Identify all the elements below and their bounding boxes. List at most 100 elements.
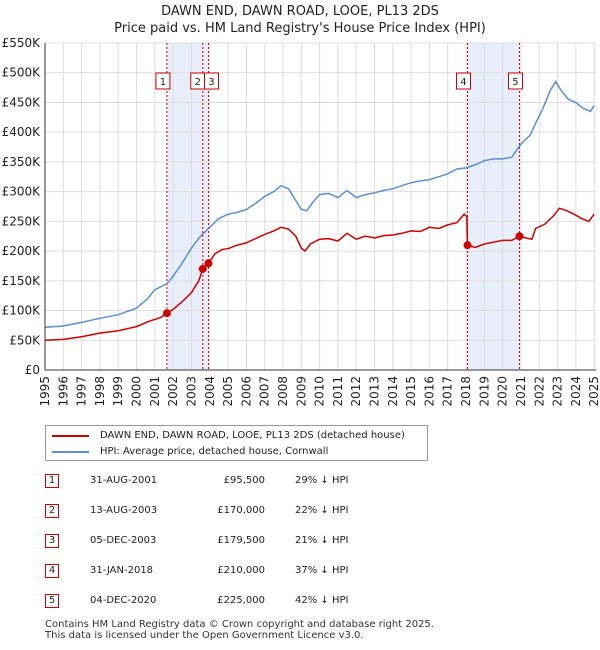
sale-marker-label: 1 xyxy=(160,77,166,88)
x-tick-label: 2020 xyxy=(496,376,510,407)
shaded-region xyxy=(467,43,520,370)
sale-marker-box xyxy=(203,72,219,90)
chart-title: DAWN END, DAWN ROAD, LOOE, PL13 2DS Pric… xyxy=(0,3,600,37)
sale-date: 05-DEC-2003 xyxy=(90,535,157,546)
x-tick-label: 2001 xyxy=(148,376,162,407)
y-tick-label: £150K xyxy=(2,274,42,288)
x-tick-label: 2003 xyxy=(184,376,198,407)
y-tick-label: £0 xyxy=(25,363,40,377)
sale-point xyxy=(198,264,207,273)
x-tick-label: 2014 xyxy=(386,376,400,407)
sale-price: £170,000 xyxy=(217,505,265,516)
legend: DAWN END, DAWN ROAD, LOOE, PL13 2DS (det… xyxy=(45,425,428,461)
sale-hpi-diff: 42% ↓ HPI xyxy=(295,595,349,606)
hpi-series-line xyxy=(44,80,595,328)
x-tick-label: 2013 xyxy=(368,376,382,407)
sale-point xyxy=(204,259,213,268)
x-tick-label: 2009 xyxy=(294,376,308,407)
y-tick-label: £400K xyxy=(2,125,42,139)
x-tick-label: 2002 xyxy=(166,376,180,407)
sale-marker-box xyxy=(155,72,171,90)
legend-label-property: DAWN END, DAWN ROAD, LOOE, PL13 2DS (det… xyxy=(100,430,405,441)
sale-marker-box xyxy=(455,72,471,90)
y-tick-label: £450K xyxy=(2,95,42,109)
x-tick-label: 2007 xyxy=(258,376,272,407)
sale-marker: 3 xyxy=(203,72,219,90)
table-row: 4 31-JAN-2018 £210,000 37% ↓ HPI xyxy=(45,561,545,581)
sale-date: 04-DEC-2020 xyxy=(90,595,157,606)
x-tick-label: 2005 xyxy=(221,376,235,407)
y-tick-label: £550K xyxy=(2,36,42,50)
x-tick-label: 2010 xyxy=(313,376,327,407)
x-tick-label: 1999 xyxy=(111,376,125,407)
table-row: 2 13-AUG-2003 £170,000 22% ↓ HPI xyxy=(45,501,545,521)
sale-number: 3 xyxy=(45,534,59,548)
sale-marker-label: 4 xyxy=(460,77,466,88)
x-tick-label: 1996 xyxy=(56,376,70,407)
x-tick-label: 2000 xyxy=(130,376,144,407)
footer-line2: This data is licensed under the Open Gov… xyxy=(45,630,364,641)
chart-title-line1: DAWN END, DAWN ROAD, LOOE, PL13 2DS xyxy=(161,4,439,19)
sale-marker: 1 xyxy=(155,72,171,90)
sale-marker-label: 3 xyxy=(208,77,214,88)
sale-number: 2 xyxy=(45,504,59,518)
sale-point xyxy=(162,309,171,318)
x-tick-label: 2004 xyxy=(203,376,217,407)
sale-price: £225,000 xyxy=(217,595,265,606)
y-tick-label: £250K xyxy=(2,214,42,228)
x-tick-label: 2006 xyxy=(239,376,253,407)
shaded-region xyxy=(166,43,209,370)
chart-title-line2: Price paid vs. HM Land Registry's House … xyxy=(114,21,486,36)
sale-number: 1 xyxy=(45,474,59,488)
x-tick-label: 2012 xyxy=(349,376,363,407)
table-row: 3 05-DEC-2003 £179,500 21% ↓ HPI xyxy=(45,531,545,551)
x-tick-label: 2019 xyxy=(477,376,491,407)
sale-vertical-lines xyxy=(166,43,520,370)
sale-marker: 2 xyxy=(190,72,206,90)
sale-price: £95,500 xyxy=(223,475,265,486)
sale-number: 4 xyxy=(45,564,59,578)
sale-point xyxy=(515,232,524,241)
sale-hpi-diff: 29% ↓ HPI xyxy=(295,475,349,486)
sale-date: 31-AUG-2001 xyxy=(90,475,158,486)
sale-marker: 5 xyxy=(507,72,523,90)
x-tick-label: 2016 xyxy=(422,376,436,407)
legend-swatch-property xyxy=(52,435,89,437)
gridlines xyxy=(44,42,596,371)
x-tick-label: 1998 xyxy=(93,376,107,407)
y-tick-label: £350K xyxy=(2,155,42,169)
sale-marker-label: 5 xyxy=(512,77,518,88)
sale-hpi-diff: 21% ↓ HPI xyxy=(295,535,349,546)
x-tick-label: 2022 xyxy=(532,376,546,407)
legend-swatch-hpi xyxy=(52,451,89,453)
sale-point xyxy=(463,241,472,250)
x-tick-label: 1997 xyxy=(75,376,89,407)
x-tick-label: 2017 xyxy=(441,376,455,407)
y-tick-label: £50K xyxy=(9,333,41,347)
sale-date: 13-AUG-2003 xyxy=(90,505,158,516)
y-tick-label: £100K xyxy=(2,304,42,318)
sale-price: £210,000 xyxy=(217,565,265,576)
y-tick-label: £300K xyxy=(2,185,42,199)
x-tick-label: 2011 xyxy=(331,376,345,407)
shaded-regions xyxy=(166,43,520,370)
x-tick-label: 1995 xyxy=(38,376,52,407)
sale-marker-box xyxy=(507,72,523,90)
table-row: 1 31-AUG-2001 £95,500 29% ↓ HPI xyxy=(45,471,545,491)
footer-line1: Contains HM Land Registry data © Crown c… xyxy=(45,619,434,630)
price-chart: £0 £50K £100K £150K £200K £250K £300K £350K £400… xyxy=(2,36,600,407)
x-tick-label: 2023 xyxy=(551,376,565,407)
x-tick-label: 2024 xyxy=(569,376,583,407)
sale-marker: 4 xyxy=(455,72,471,90)
sale-points xyxy=(162,232,524,318)
sale-hpi-diff: 22% ↓ HPI xyxy=(295,505,349,516)
x-tick-label: 2025 xyxy=(587,376,600,407)
sale-price: £179,500 xyxy=(217,535,265,546)
footer-attribution: Contains HM Land Registry data © Crown c… xyxy=(45,619,434,641)
table-row: 5 04-DEC-2020 £225,000 42% ↓ HPI xyxy=(45,591,545,611)
y-tick-label: £500K xyxy=(2,66,42,80)
sale-marker-label: 2 xyxy=(195,77,201,88)
sale-number: 5 xyxy=(45,594,59,608)
legend-label-hpi: HPI: Average price, detached house, Corn… xyxy=(100,446,329,457)
